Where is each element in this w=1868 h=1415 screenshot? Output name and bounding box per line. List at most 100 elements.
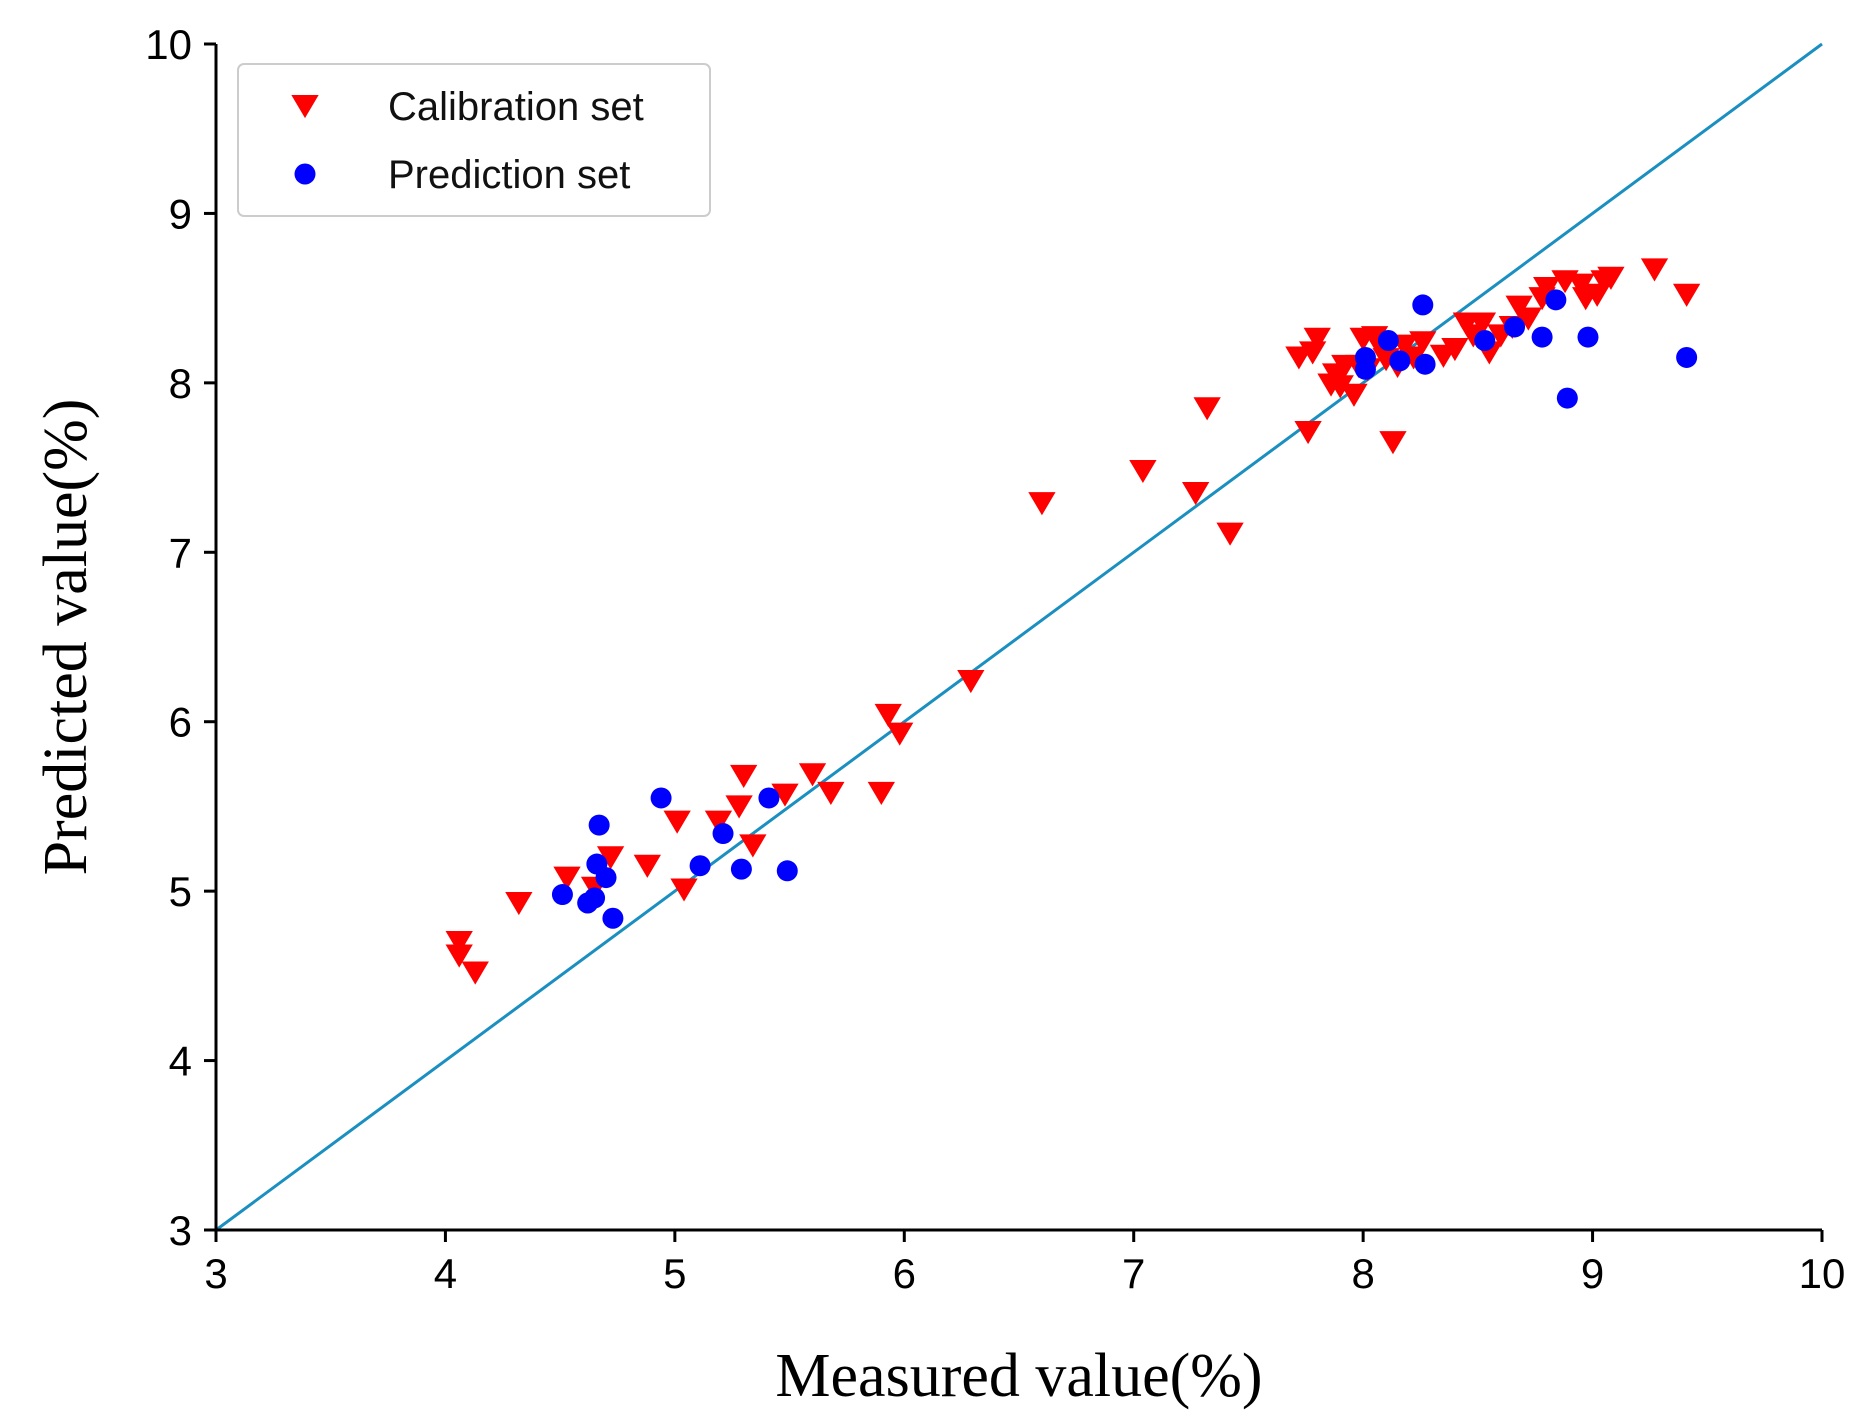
y-tick-label: 5 xyxy=(169,868,192,915)
calibration-point xyxy=(771,783,799,807)
prediction-point xyxy=(595,867,617,889)
calibration-point xyxy=(1514,307,1542,331)
prediction-point xyxy=(1504,316,1526,338)
calibration-point xyxy=(633,854,661,878)
calibration-point xyxy=(1299,341,1327,365)
calibration-point xyxy=(445,930,473,955)
calibration-point xyxy=(1129,459,1157,484)
prediction-point xyxy=(1676,346,1698,368)
prediction-point xyxy=(758,787,780,809)
calibration-point xyxy=(867,781,895,805)
x-tick-label: 7 xyxy=(1122,1250,1145,1297)
calibration-point xyxy=(663,810,691,834)
calibration-point xyxy=(1468,312,1497,336)
x-tick-label: 8 xyxy=(1351,1250,1374,1297)
calibration-point xyxy=(1294,420,1322,445)
calibration-point xyxy=(670,878,698,902)
y-axis-title: Predicted value(%) xyxy=(32,399,100,876)
calibration-point xyxy=(725,795,753,819)
y-axis-ticks: 3 4 5 6 7 8 9 10 xyxy=(145,21,216,1254)
calibration-point xyxy=(704,810,733,834)
prediction-point xyxy=(1577,326,1599,348)
prediction-point xyxy=(1354,346,1376,368)
series-calibration xyxy=(445,258,1701,985)
prediction-point xyxy=(1474,330,1496,351)
calibration-point xyxy=(1640,258,1669,282)
x-tick-label: 5 xyxy=(663,1250,686,1297)
prediction-point xyxy=(1377,330,1399,351)
calibration-point xyxy=(730,764,758,789)
legend-label: Prediction set xyxy=(388,153,630,197)
x-tick-label: 6 xyxy=(893,1250,916,1297)
x-tick-label: 3 xyxy=(204,1250,227,1297)
prediction-point xyxy=(551,884,573,906)
x-tick-label: 4 xyxy=(434,1250,457,1297)
calibration-point xyxy=(1379,431,1407,455)
calibration-point xyxy=(886,722,914,746)
x-tick-label: 10 xyxy=(1799,1250,1846,1297)
calibration-point xyxy=(1441,337,1469,362)
prediction-point xyxy=(588,814,610,836)
series-prediction xyxy=(551,289,1698,929)
calibration-point xyxy=(505,892,533,916)
calibration-point xyxy=(817,781,845,805)
calibration-point xyxy=(1505,295,1533,319)
y-tick-label: 7 xyxy=(169,529,192,576)
calibration-point xyxy=(1533,276,1561,301)
calibration-point xyxy=(596,846,625,870)
calibration-point xyxy=(1399,346,1428,370)
prediction-point xyxy=(1556,387,1578,409)
legend-entries: Calibration set Prediction set xyxy=(291,85,644,197)
calibration-point xyxy=(1182,481,1210,506)
calibration-point xyxy=(445,944,473,968)
y-tick-label: 6 xyxy=(169,699,192,746)
calibration-point xyxy=(1216,522,1244,546)
legend-label: Calibration set xyxy=(388,85,644,129)
calibration-point xyxy=(1567,273,1595,297)
prediction-point xyxy=(602,907,624,929)
reference-line-y-equals-x xyxy=(215,42,1823,1232)
calibration-point xyxy=(1672,283,1701,307)
calibration-point xyxy=(1193,397,1221,421)
y-tick-label: 4 xyxy=(169,1038,192,1085)
calibration-point xyxy=(874,703,902,728)
prediction-point xyxy=(712,823,734,845)
y-tick-label: 9 xyxy=(169,190,192,237)
calibration-point xyxy=(957,670,985,694)
y-tick-label: 8 xyxy=(169,360,192,407)
prediction-point xyxy=(776,860,798,882)
legend: Calibration set Prediction set xyxy=(237,63,711,217)
calibration-point xyxy=(1028,492,1056,516)
calibration-point xyxy=(1303,327,1331,351)
y-tick-label: 10 xyxy=(145,21,192,68)
y-tick-label: 3 xyxy=(169,1207,192,1254)
legend-marker-calibration xyxy=(291,95,319,119)
data-points-layer xyxy=(445,258,1701,985)
calibration-point xyxy=(553,866,581,890)
legend-marker-prediction xyxy=(294,163,316,185)
prediction-point xyxy=(1389,350,1411,372)
calibration-point xyxy=(1360,326,1389,350)
prediction-point xyxy=(584,887,606,909)
calibration-point xyxy=(1597,266,1625,290)
calibration-point xyxy=(461,961,489,985)
prediction-point xyxy=(730,858,752,880)
prediction-point xyxy=(1412,294,1434,316)
axes xyxy=(214,44,1822,1232)
x-axis-ticks: 3 4 5 6 7 8 9 10 xyxy=(204,1230,1845,1297)
calibration-point xyxy=(739,834,767,858)
prediction-point xyxy=(689,855,711,877)
reference-line-layer xyxy=(215,42,1823,1232)
prediction-point xyxy=(650,787,672,809)
legend-box xyxy=(237,63,711,217)
calibration-point xyxy=(798,763,827,787)
prediction-point xyxy=(1545,289,1567,311)
calibration-point xyxy=(1409,331,1437,355)
calibration-point xyxy=(1340,383,1368,407)
prediction-point xyxy=(1531,326,1553,348)
calibration-point xyxy=(1326,375,1354,399)
x-axis-title: Measured value(%) xyxy=(775,1342,1262,1410)
prediction-point xyxy=(1414,353,1436,375)
x-tick-label: 9 xyxy=(1581,1250,1604,1297)
